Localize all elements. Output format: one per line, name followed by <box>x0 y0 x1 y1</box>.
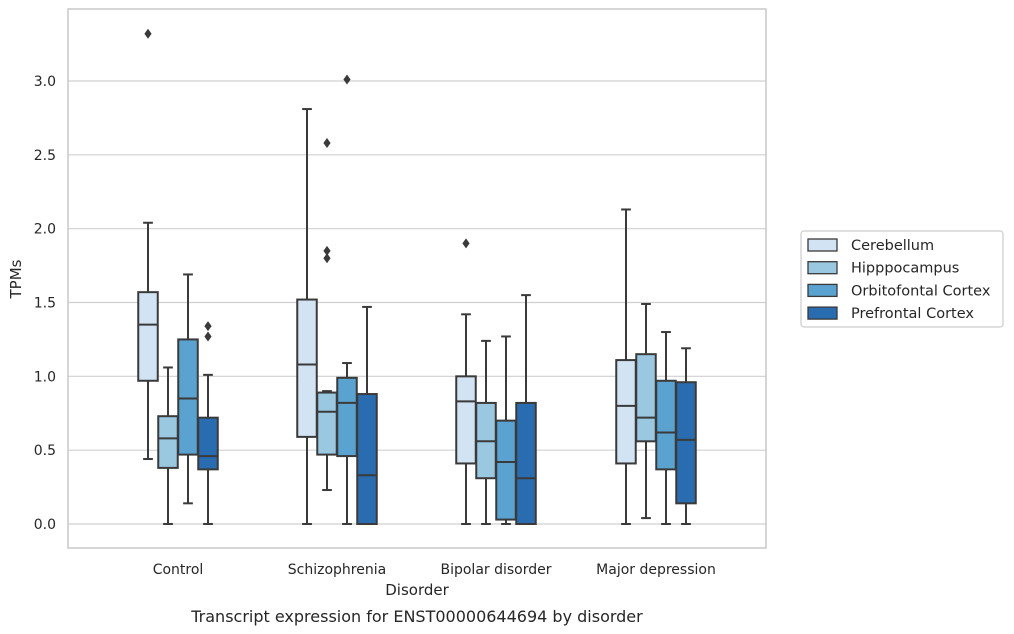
legend-label: Prefrontal Cortex <box>851 306 974 322</box>
x-axis-ticks: Control Schizophrenia Bipolar disorder Majo… <box>153 562 716 578</box>
outlier-point <box>343 74 351 85</box>
box-iqr <box>197 416 219 471</box>
legend-swatch <box>807 238 838 252</box>
box-prefrontal-cortex <box>356 305 378 526</box>
box-orbitofontal-cortex <box>177 273 199 505</box>
outlier-point <box>462 238 470 249</box>
box-hipppocampus <box>635 302 657 520</box>
box-iqr <box>455 375 477 465</box>
box-iqr <box>615 359 637 465</box>
box-prefrontal-cortex <box>515 294 537 525</box>
legend-label: Cerebellum <box>851 238 934 254</box>
legend-swatch <box>807 306 838 320</box>
box-iqr <box>675 381 697 505</box>
y-tick-label: 0.5 <box>34 443 56 459</box>
y-tick-label: 2.0 <box>34 222 56 238</box>
y-axis-label: TPMs <box>7 259 25 299</box>
outlier-point <box>204 321 212 332</box>
legend-swatch <box>807 261 838 275</box>
y-tick-label: 1.0 <box>34 369 56 385</box>
x-tick-label: Major depression <box>596 562 716 578</box>
box-iqr <box>495 419 517 521</box>
outlier-point <box>204 331 212 342</box>
box-cerebellum <box>455 238 477 525</box>
box-iqr <box>296 298 318 438</box>
box-iqr <box>655 379 677 471</box>
y-tick-label: 0.0 <box>34 517 56 533</box>
box-orbitofontal-cortex <box>495 335 517 525</box>
x-tick-label: Schizophrenia <box>288 562 386 578</box>
x-tick-label: Control <box>153 562 204 578</box>
x-axis-label: Disorder <box>385 581 449 599</box>
y-tick-label: 1.5 <box>34 296 56 312</box>
legend-label: Orbitofontal Cortex <box>851 283 991 299</box>
y-axis-ticks: 0.0 0.5 1.0 1.5 2.0 2.5 3.0 <box>34 74 56 533</box>
legend-frame <box>800 230 1004 328</box>
y-tick-label: 3.0 <box>34 74 56 90</box>
box-iqr <box>336 376 358 458</box>
box-cerebellum <box>615 208 637 525</box>
box-orbitofontal-cortex <box>336 74 358 525</box>
box-iqr <box>157 415 179 469</box>
box-iqr <box>316 391 338 456</box>
outlier-point <box>323 138 331 149</box>
box-hipppocampus <box>157 366 179 525</box>
box-cerebellum <box>296 108 318 525</box>
chart-caption: Transcript expression for ENST0000064469… <box>190 607 643 626</box>
box-iqr <box>356 393 378 526</box>
box-prefrontal-cortex <box>197 321 219 525</box>
box-cerebellum <box>137 28 159 461</box>
x-tick-label: Bipolar disorder <box>440 562 551 578</box>
box-orbitofontal-cortex <box>655 331 677 525</box>
plot-area <box>137 28 697 526</box>
legend: Cerebellum Hipppocampus Orbitofontal Corte… <box>800 230 1004 328</box>
box-iqr <box>515 401 537 525</box>
axes-frame <box>67 8 767 549</box>
legend-swatch <box>807 283 838 298</box>
outlier-point <box>323 253 331 264</box>
box-hipppocampus <box>316 138 338 492</box>
box-hipppocampus <box>475 339 497 525</box>
box-prefrontal-cortex <box>675 347 697 525</box>
y-tick-label: 2.5 <box>34 148 56 164</box>
outlier-point <box>323 245 331 256</box>
box-iqr <box>137 291 159 382</box>
legend-label: Hipppocampus <box>851 261 959 277</box>
box-iqr <box>635 353 657 443</box>
box-iqr <box>177 338 199 456</box>
outlier-point <box>144 28 152 39</box>
